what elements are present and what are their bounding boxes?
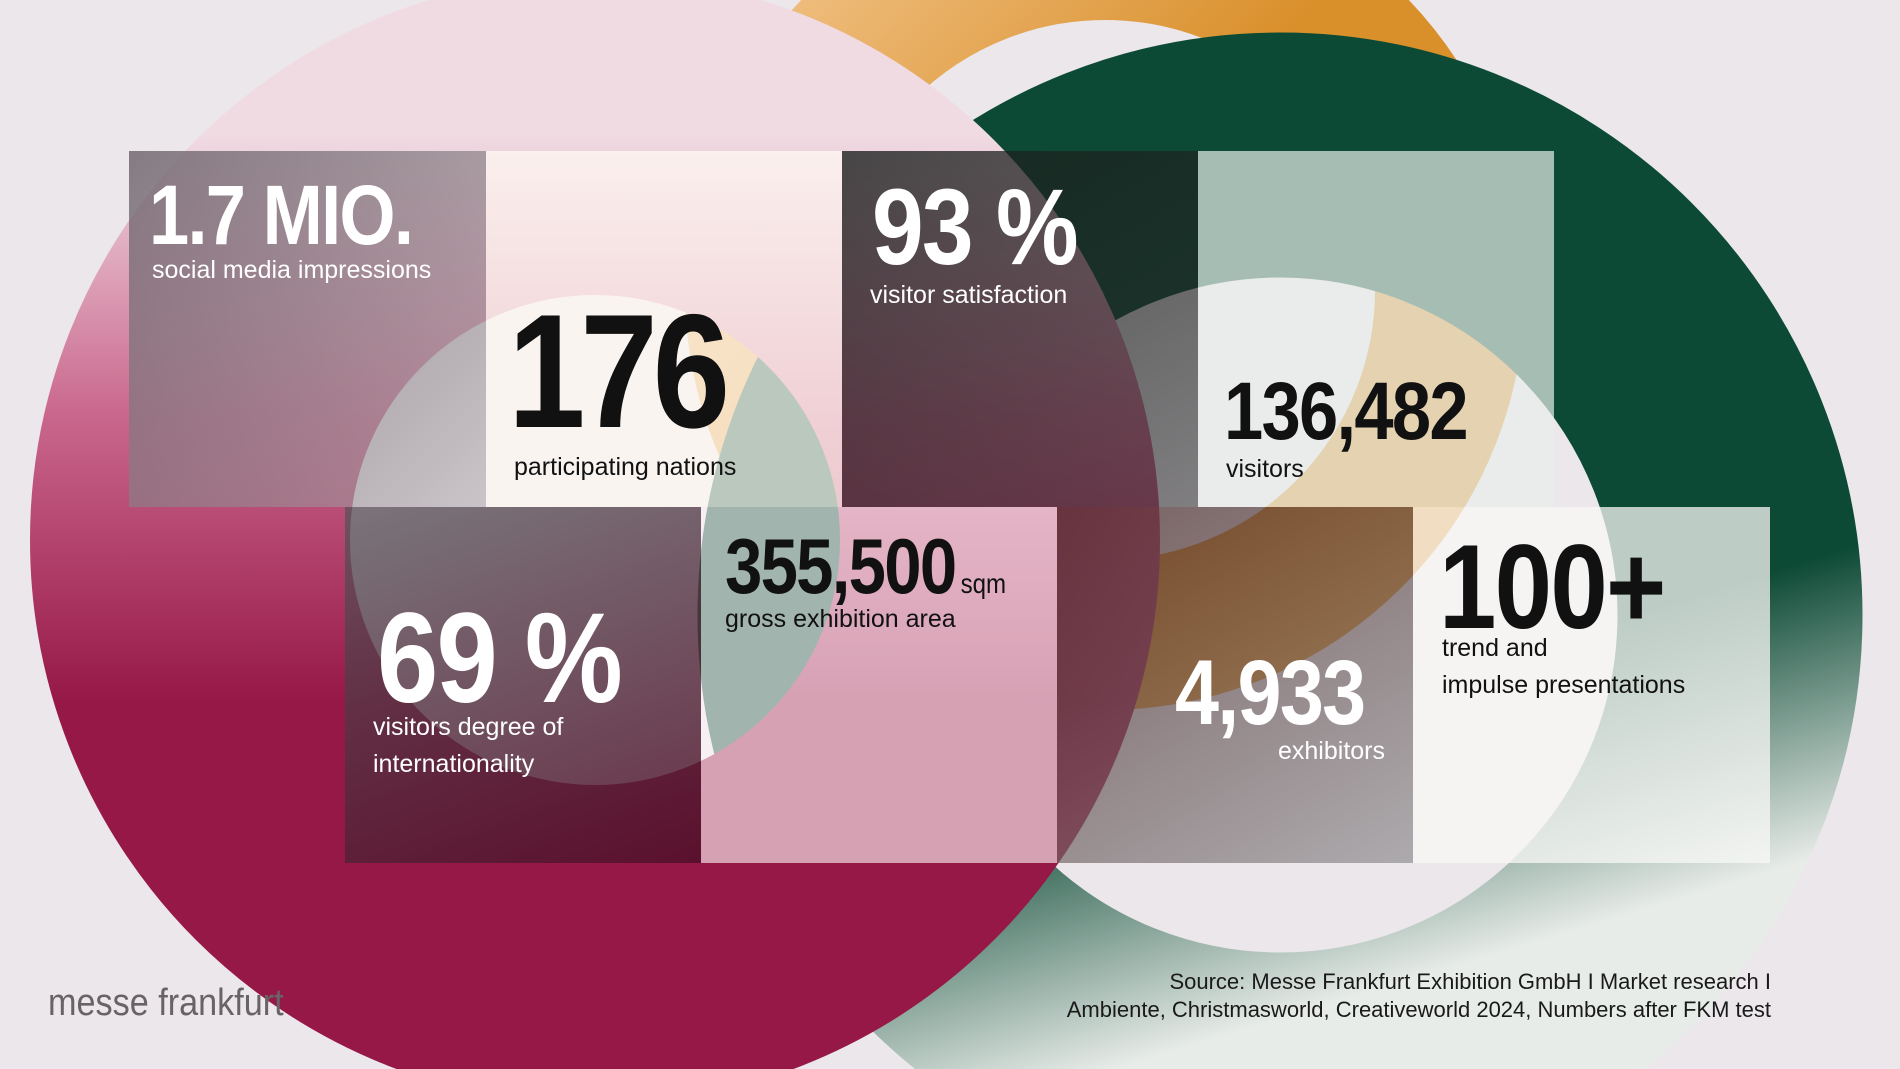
exhibitors-label: exhibitors [1278,737,1385,765]
satisfaction-value: 93 % [872,166,1079,287]
exhibitors-value: 4,933 [1175,642,1366,744]
source-note-line2: Ambiente, Christmasworld, Creativeworld … [1066,996,1771,1022]
exhibition-area-label: gross exhibition area [725,605,956,633]
stat-card-social-media: 1.7 MIO. social media impressions [129,151,486,507]
exhibition-area-number: 355,500 [725,522,957,610]
satisfaction-label: visitor satisfaction [870,281,1068,309]
stat-card-visitors: 136,482 visitors [1198,151,1554,507]
messe-frankfurt-logo: messe frankfurt [48,982,284,1024]
internationality-value: 69 % [377,587,623,730]
visitors-label: visitors [1226,455,1304,483]
exhibition-area-unit: sqm [960,568,1007,599]
internationality-label-line2: internationality [373,750,535,778]
presentations-label-line1: trend and [1442,634,1548,662]
stat-card-exhibitors: 4,933 exhibitors [1057,507,1413,863]
visitors-value: 136,482 [1224,366,1469,457]
exhibition-area-value: 355,500 sqm [725,527,1006,605]
presentations-label-line2: impulse presentations [1442,671,1686,699]
presentations-value: 100+ [1439,520,1666,654]
source-note: Source: Messe Frankfurt Exhibition GmbH … [1067,968,1771,1023]
social-media-value: 1.7 MIO. [149,168,414,262]
stat-card-satisfaction: 93 % visitor satisfaction [842,151,1198,507]
social-media-label: social media impressions [152,256,432,284]
stat-card-exhibition-area: 355,500 sqm gross exhibition area [701,507,1057,863]
nations-value: 176 [508,281,730,462]
internationality-label-line1: visitors degree of [373,713,564,741]
stat-card-presentations: 100+ trend and impulse presentations [1413,507,1770,863]
stat-card-nations: 176 participating nations [486,151,842,507]
source-note-line1: Source: Messe Frankfurt Exhibition GmbH … [1169,969,1771,994]
stat-card-internationality: 69 % visitors degree of internationality [345,507,701,863]
nations-label: participating nations [514,453,737,481]
